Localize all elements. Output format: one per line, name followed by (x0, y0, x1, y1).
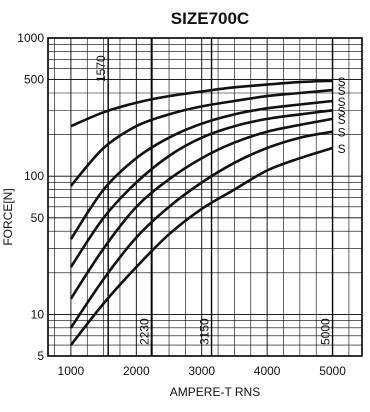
x-tick-label: 5000 (319, 364, 346, 378)
y-tick-label: 50 (31, 211, 45, 225)
marker-label: 5000 (319, 318, 333, 345)
x-tick-label: 3000 (188, 364, 215, 378)
x-tick-label: 1000 (58, 364, 85, 378)
y-tick-label: 100 (24, 169, 44, 183)
series-curve-5 (69, 117, 333, 300)
series-label-2: S (338, 84, 346, 98)
series-curve-7 (69, 146, 333, 346)
y-tick-label: 1000 (17, 31, 44, 45)
grid-layer (48, 38, 362, 356)
y-axis-label: FORCE[N] (1, 188, 15, 245)
series-curve-6 (69, 130, 333, 329)
chart-title: SIZE700C (171, 9, 249, 28)
series-curve-3 (69, 99, 333, 240)
series-curve-2 (69, 88, 333, 187)
marker-label: 3150 (198, 318, 212, 345)
marker-label: 2230 (137, 318, 151, 345)
series-label-4: S (338, 104, 346, 118)
x-axis-label: AMPERE-T RNS (170, 385, 260, 399)
marker-label: 1570 (94, 55, 108, 82)
series-label-1: S (338, 75, 346, 89)
vertical-markers: 1570 2230 3150 5000 (94, 38, 334, 356)
series-label-6: S (338, 126, 346, 140)
y-tick-label: 5 (37, 349, 44, 363)
series-curve-1 (70, 79, 333, 128)
tick-labels: 1000 2000 3000 4000 5000 5 10 50 100 500 1000 (17, 31, 346, 378)
y-tick-label: 10 (31, 307, 45, 321)
x-tick-label: 2000 (123, 364, 150, 378)
y-tick-label: 500 (24, 73, 44, 87)
series-label-7: S (338, 142, 346, 156)
x-tick-label: 4000 (254, 364, 281, 378)
series-curve-4 (69, 109, 333, 268)
plot-frame (47, 37, 363, 357)
series-label-5: S (338, 113, 346, 127)
series-label-3: S (338, 95, 346, 109)
